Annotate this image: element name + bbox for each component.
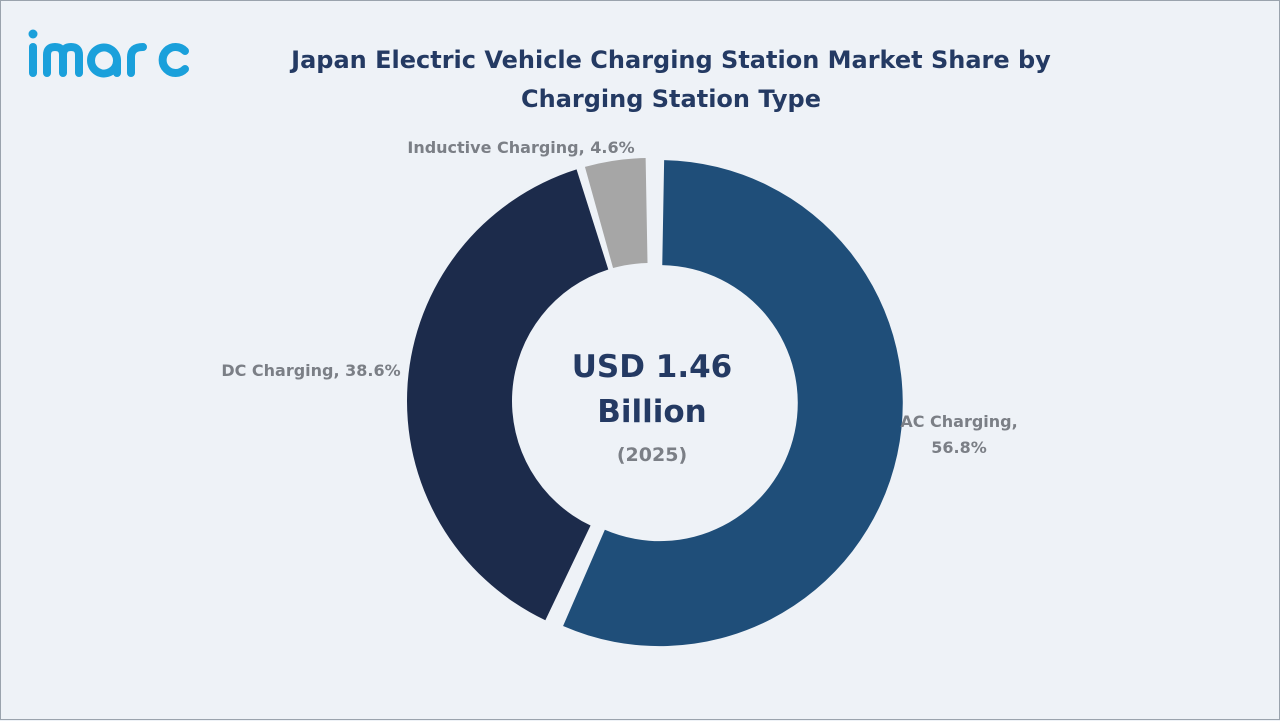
slice-inductive-charging (584, 158, 648, 269)
slice-ac-charging (563, 160, 903, 647)
slice-label-ac-charging: AC Charging, 56.8% (900, 412, 1017, 457)
chart-title: Japan Electric Vehicle Charging Station … (291, 46, 1051, 113)
slice-dc-charging (406, 169, 609, 621)
logo-mark (28, 29, 189, 78)
center-year: (2025) (617, 444, 687, 466)
slice-label-inductive-charging: Inductive Charging, 4.6% (407, 138, 634, 157)
center-value-line1: USD 1.46 (572, 349, 733, 385)
slice-label-dc-charging: DC Charging, 38.6% (221, 361, 400, 380)
imarc-logo (28, 29, 189, 78)
center-value-line2: Billion (597, 394, 707, 430)
